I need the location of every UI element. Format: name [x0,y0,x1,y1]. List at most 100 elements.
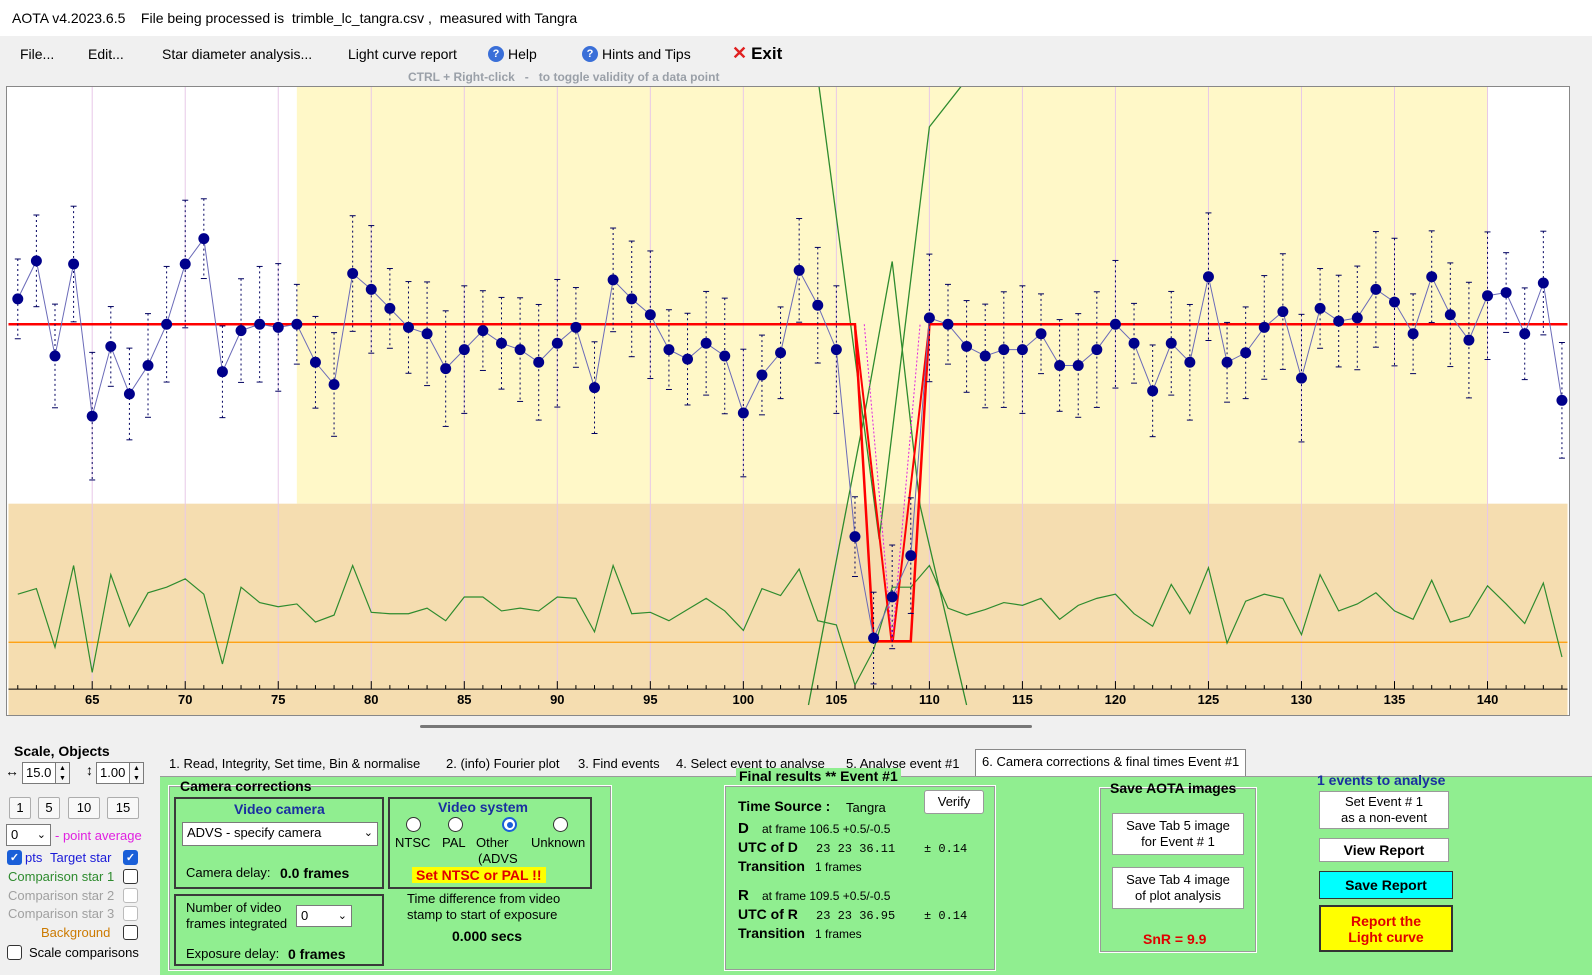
final-results-title: Final results ** Event #1 [736,768,901,784]
comp3-checkbox[interactable] [123,906,138,921]
time-source-label: Time Source : [738,798,831,814]
time-diff-value: 0.000 secs [452,928,523,944]
verify-button[interactable]: Verify [924,790,984,814]
menu-help[interactable]: ? Help [488,46,537,62]
target-data-point [347,268,359,280]
camera-select[interactable]: ADVS - specify camera ⌄ [182,822,378,846]
target-data-point [719,350,731,362]
scale-button-15[interactable]: 15 [107,797,139,819]
ntsc-label: NTSC [395,835,431,850]
target-data-point [812,299,824,311]
tab-4-select-event[interactable]: 4. Select event to analyse [676,756,825,771]
save-tab5-button[interactable]: Save Tab 5 image for Event # 1 [1112,813,1244,855]
x-tick-label: 85 [457,692,471,707]
other-radio[interactable] [502,817,517,832]
scale-button-5[interactable]: 5 [38,797,60,819]
target-data-point [644,309,656,321]
target-data-point [868,632,880,644]
plot-scrollbar[interactable] [420,725,1032,728]
unknown-radio[interactable] [553,817,568,832]
set-non-event-button[interactable]: Set Event # 1 as a non-event [1319,791,1449,829]
x-tick-label: 130 [1291,692,1313,707]
video-system-title: Video system [438,799,529,815]
exit-icon: ✕ [732,43,748,63]
tab-2-fourier[interactable]: 2. (info) Fourier plot [446,756,560,771]
d-frame: at frame 106.5 +0.5/-0.5 [762,822,891,836]
comp2-checkbox[interactable] [123,888,138,903]
target-data-point [923,312,935,324]
vertical-scale-icon: ↕ [86,762,93,778]
scale-y-spinner[interactable]: 1.00 ▲ ▼ [96,762,144,784]
set-ntsc-warning: Set NTSC or PAL !! [412,867,546,883]
tab-5-analyse-event[interactable]: 5. Analyse event #1 [846,756,960,771]
target-data-point [793,264,805,276]
pal-radio[interactable] [448,817,463,832]
target-data-point [886,591,898,603]
target-data-point [216,366,228,378]
view-report-button[interactable]: View Report [1319,838,1449,862]
tab-6-camera-corrections[interactable]: 6. Camera corrections & final times Even… [975,749,1247,776]
save-tab4-line2: of plot analysis [1135,888,1221,903]
utc-r-value: 23 23 36.95 [816,909,896,923]
scale-y-value[interactable]: 1.00 [96,762,130,784]
save-report-button[interactable]: Save Report [1319,871,1453,899]
comparison-trace [17,563,1563,687]
target-data-point [700,337,712,349]
background-checkbox[interactable] [123,925,138,940]
target-data-point [775,347,787,359]
scale-x-value[interactable]: 15.0 [22,762,56,784]
save-tab5-line2: for Event # 1 [1141,834,1215,849]
scale-button-10[interactable]: 10 [68,797,100,819]
menu-hints[interactable]: ? Hints and Tips [582,46,691,62]
target-data-point [1463,334,1475,346]
save-tab4-button[interactable]: Save Tab 4 image of plot analysis [1112,867,1244,909]
scale-button-1[interactable]: 1 [9,797,31,819]
menu-star-diameter[interactable]: Star diameter analysis... [162,46,313,62]
menu-light-curve-report[interactable]: Light curve report [348,46,457,62]
ntsc-radio[interactable] [406,817,421,832]
target-data-point [533,356,545,368]
utc-d-label: UTC of D [738,839,798,855]
point-average-select[interactable]: 0 ⌄ [6,824,51,846]
target-data-point [198,233,210,245]
report-light-curve-line2: Light curve [1348,928,1424,945]
scale-x-arrows[interactable]: ▲ ▼ [56,762,70,784]
x-tick-label: 140 [1477,692,1499,707]
report-light-curve-button[interactable]: Report the Light curve [1319,905,1453,952]
frames-integrated-box: Number of video frames integrated 0 ⌄ Ex… [174,894,384,966]
target-data-point [496,337,507,349]
target-data-point [1519,328,1531,340]
target-data-point [998,344,1010,356]
target-data-point [682,353,694,365]
time-source-value: Tangra [846,800,886,815]
comp1-label: Comparison star 1 [8,869,115,884]
target-data-point [440,363,452,375]
comp1-checkbox[interactable] [123,869,138,884]
target-star-checkbox[interactable]: ✓ [123,850,138,865]
x-tick-label: 95 [643,692,657,707]
tab-3-find-events[interactable]: 3. Find events [578,756,660,771]
target-data-point [1556,394,1568,406]
menu-edit[interactable]: Edit... [88,46,124,62]
target-data-point [570,321,582,333]
video-camera-box: Video camera ADVS - specify camera ⌄ Cam… [174,797,384,889]
camera-delay-value: 0.0 frames [280,865,350,881]
frames-integrated-select[interactable]: 0 ⌄ [296,905,352,927]
target-data-point [1500,287,1512,299]
r-frame: at frame 109.5 +0.5/-0.5 [762,889,891,903]
scale-comparisons-checkbox[interactable] [7,945,22,960]
pts-checkbox[interactable]: ✓ [7,850,22,865]
target-data-point [663,344,675,356]
light-curve-plot[interactable]: 65 70 75 80 85 90 95 100 105 110 115 120 125 130 135 14… [6,86,1570,716]
menu-exit[interactable]: ✕ Exit [732,43,782,64]
tab-1-read[interactable]: 1. Read, Integrity, Set time, Bin & norm… [169,756,421,771]
target-data-point [1295,372,1307,384]
model-fit-center [863,324,921,642]
scale-y-arrows[interactable]: ▲ ▼ [130,762,144,784]
frames-integrated-value: 0 [301,908,309,923]
comp2-label: Comparison star 2 [8,888,115,903]
target-data-point [626,293,638,305]
menu-file[interactable]: File... [20,46,55,62]
scale-x-spinner[interactable]: 15.0 ▲ ▼ [22,762,70,784]
target-data-point [1314,302,1326,314]
